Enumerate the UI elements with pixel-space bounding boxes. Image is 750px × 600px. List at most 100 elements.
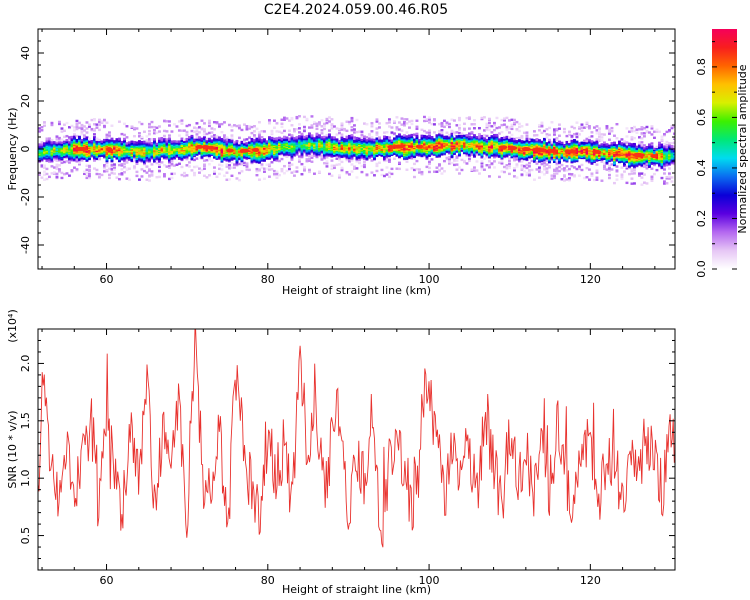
heatmap-cell <box>143 140 146 144</box>
heatmap-cell <box>105 121 109 124</box>
heatmap-cell <box>520 137 524 140</box>
heatmap-cell <box>65 121 69 125</box>
heatmap-cell <box>43 166 46 169</box>
heatmap-cell <box>398 161 401 165</box>
heatmap-cell <box>223 139 226 142</box>
heatmap-cell <box>63 129 66 132</box>
heatmap-cell <box>453 131 456 134</box>
heatmap-cell <box>200 127 204 130</box>
heatmap-cell <box>360 133 364 136</box>
heatmap-cell <box>45 177 49 181</box>
heatmap-cell <box>520 160 524 163</box>
heatmap-cell <box>183 171 186 175</box>
heatmap-cell <box>145 178 149 181</box>
heatmap-cell <box>220 168 224 171</box>
heatmap-cell <box>490 162 494 165</box>
heatmap-cell <box>498 126 501 129</box>
heatmap-cell <box>108 134 111 137</box>
heatmap-cell <box>283 164 286 168</box>
heatmap-cell <box>303 129 306 133</box>
heatmap-cell <box>463 134 466 138</box>
heatmap-cell <box>468 135 471 138</box>
heatmap-cell <box>270 129 274 133</box>
heatmap-cell <box>108 176 111 180</box>
heatmap-cell <box>68 141 71 144</box>
heatmap-cell <box>125 125 129 128</box>
heatmap-cell <box>448 133 451 137</box>
heatmap-cell <box>278 173 281 177</box>
heatmap-cell <box>195 130 199 133</box>
heatmap-cell <box>60 171 64 175</box>
heatmap-cell <box>180 137 184 140</box>
heatmap-cell <box>353 167 356 170</box>
heatmap-cell <box>135 141 139 144</box>
heatmap-cell <box>495 116 499 120</box>
heatmap-cell <box>485 134 489 138</box>
heatmap-cell <box>368 135 371 138</box>
heatmap-cell <box>158 163 161 167</box>
heatmap-cell <box>175 140 179 143</box>
heatmap-cell <box>500 170 504 173</box>
heatmap-cell <box>85 168 89 172</box>
heatmap-cell <box>288 133 291 136</box>
heatmap-cell <box>58 164 61 167</box>
heatmap-cell <box>213 128 216 131</box>
heatmap-cell <box>370 138 374 141</box>
heatmap-cell <box>148 122 151 126</box>
heatmap-cell <box>483 168 486 171</box>
heatmap-cell <box>360 170 364 174</box>
heatmap-cell <box>80 130 84 134</box>
heatmap-cell <box>440 132 444 135</box>
heatmap-cell <box>350 125 354 129</box>
heatmap-cell <box>408 134 411 137</box>
heatmap-cell <box>93 136 96 139</box>
heatmap-cell <box>230 139 234 142</box>
heatmap-cell <box>320 129 324 132</box>
heatmap-cell <box>538 124 541 127</box>
heatmap-cell <box>508 126 511 129</box>
heatmap-cell <box>378 136 381 139</box>
heatmap-cell <box>420 170 424 174</box>
figure-title: C2E4.2024.059.00.46.R05 <box>263 2 449 18</box>
heatmap-cell <box>195 127 199 130</box>
heatmap-cell <box>338 131 341 135</box>
heatmap-cell <box>43 123 46 126</box>
heatmap-cell <box>185 164 189 167</box>
heatmap-cell <box>413 138 416 141</box>
heatmap-cell <box>398 121 401 124</box>
heatmap-cell <box>120 163 124 166</box>
heatmap-cell <box>335 157 339 160</box>
heatmap-cell <box>60 161 64 165</box>
heatmap-cell <box>170 172 174 176</box>
heatmap-cell <box>248 141 251 144</box>
heatmap-cell <box>315 132 319 136</box>
heatmap-cell <box>485 122 489 126</box>
heatmap-cell <box>253 130 256 133</box>
heatmap-cell <box>88 123 91 126</box>
heatmap-cell <box>308 168 311 172</box>
heatmap-cell <box>300 162 304 166</box>
heatmap-cell <box>238 126 241 129</box>
heatmap-cell <box>280 167 284 171</box>
heatmap-cell <box>163 129 166 133</box>
heatmap-cell <box>43 121 46 124</box>
heatmap-cell <box>95 140 99 143</box>
heatmap-cell <box>60 141 64 144</box>
heatmap-cell <box>503 165 506 169</box>
heatmap-cell <box>493 128 496 132</box>
heatmap-cell <box>345 129 349 133</box>
heatmap-cell <box>458 116 461 120</box>
heatmap-cell <box>298 115 301 118</box>
heatmap-cell <box>448 125 451 129</box>
heatmap-cell <box>43 178 46 181</box>
heatmap-cell <box>180 129 184 132</box>
heatmap-cell <box>330 136 334 139</box>
heatmap-cell <box>320 132 324 135</box>
heatmap-cell <box>98 123 101 127</box>
heatmap-cell <box>305 158 309 161</box>
heatmap-cell <box>360 130 364 133</box>
heatmap-cell <box>75 158 79 161</box>
heatmap-cell <box>38 143 41 146</box>
heatmap-cell <box>513 159 516 162</box>
heatmap-cell <box>388 160 391 163</box>
